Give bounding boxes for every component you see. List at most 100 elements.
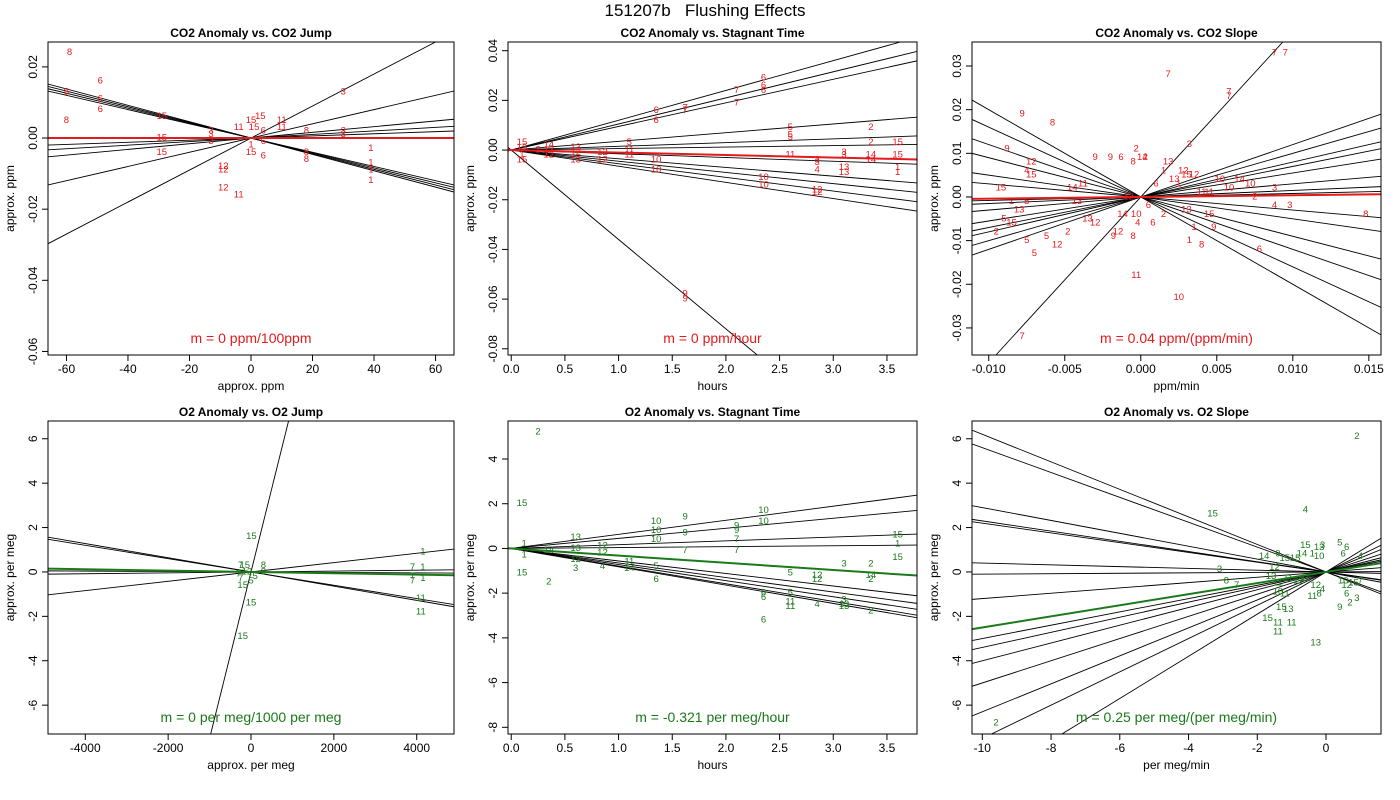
data-point-label: 6 — [761, 614, 766, 625]
data-point-label: 13 — [1082, 213, 1093, 224]
regression-line — [972, 181, 1381, 219]
data-point-label: 9 — [1211, 222, 1216, 233]
data-point-label: 13 — [570, 154, 581, 165]
data-point-label: 1 — [420, 546, 425, 557]
data-point-label: 8 — [304, 125, 309, 136]
y-tick-label: -6 — [950, 699, 964, 710]
data-point-label: 3 — [841, 594, 846, 605]
data-point-label: 2 — [868, 122, 873, 133]
data-point-label: 13 — [1266, 571, 1277, 582]
x-tick-label: 20 — [306, 362, 320, 376]
data-point-label: 5 — [248, 575, 253, 586]
y-tick-label: 0.02 — [26, 55, 40, 79]
y-tick-label: 2 — [950, 524, 964, 531]
data-point-label: 1 — [248, 140, 253, 151]
data-point-label: 5 — [788, 568, 793, 579]
x-tick-label: 40 — [367, 362, 381, 376]
y-tick-label: 4 — [26, 479, 40, 486]
regression-line — [508, 494, 917, 550]
data-point-label: 1 — [1009, 196, 1014, 207]
x-tick-label: 0.0 — [503, 741, 520, 755]
data-point-label: 2 — [994, 226, 999, 237]
data-point-label: 5 — [653, 561, 658, 572]
data-point-label: 5 — [788, 130, 793, 141]
data-point-label: 10 — [1131, 209, 1142, 220]
data-point-label: 10 — [1215, 174, 1226, 185]
data-point-label: 11 — [416, 606, 426, 617]
data-point-label: 10 — [651, 534, 662, 545]
data-point-label: 12 — [812, 574, 823, 585]
x-tick-label: -4 — [1183, 741, 1194, 755]
x-tick-label: -2000 — [153, 741, 184, 755]
regression-line — [972, 138, 1381, 281]
data-point-label: 14 — [866, 570, 877, 581]
data-point-label: 5 — [1032, 248, 1037, 259]
data-point-label: 7 — [682, 102, 687, 113]
y-tick-label: -0.06 — [486, 285, 500, 313]
data-point-label: 5 — [627, 137, 632, 148]
data-point-label: 15 — [157, 147, 168, 158]
data-point-label: 15 — [1276, 602, 1287, 613]
regression-line — [972, 141, 1381, 237]
regression-line — [972, 557, 1381, 664]
regression-line — [508, 509, 917, 550]
data-point-label: 7 — [238, 560, 243, 571]
regression-line — [508, 149, 917, 193]
data-point-label: 4 — [1320, 584, 1325, 595]
regression-line — [972, 119, 1381, 308]
data-point-label: 7 — [682, 105, 687, 116]
data-point-label: 14 — [1117, 209, 1128, 220]
panel-title: O2 Anomaly vs. Stagnant Time — [625, 405, 801, 419]
data-point-label: 6 — [761, 592, 766, 603]
overall-fit-line — [972, 193, 1381, 200]
data-point-label: 9 — [734, 521, 739, 532]
data-point-label: 10 — [1338, 575, 1349, 586]
data-point-label: 12 — [812, 570, 823, 581]
data-point-label: 3 — [1187, 139, 1192, 150]
data-point-label: 15 — [246, 147, 257, 158]
data-point-label: 6 — [1341, 549, 1346, 560]
data-point-label: 8 — [304, 147, 309, 158]
data-point-label: 4 — [815, 599, 820, 610]
data-point-label: 12 — [597, 547, 608, 558]
data-point-label: 2 — [1134, 143, 1139, 154]
data-point-label: 2 — [535, 427, 540, 438]
data-point-label: 9 — [1004, 143, 1009, 154]
x-tick-label: 0.015 — [1354, 362, 1384, 376]
data-point-label: 15 — [517, 568, 528, 579]
regression-line — [210, 421, 289, 734]
data-point-label: 8 — [64, 86, 69, 97]
data-point-label: 11 — [277, 115, 287, 126]
data-point-label: 7 — [1020, 331, 1025, 342]
data-point-label: 13 — [1181, 205, 1192, 216]
data-point-label: 10 — [758, 172, 769, 183]
regression-line — [508, 60, 917, 152]
data-point-label: 15 — [892, 552, 903, 563]
data-point-label: 11 — [785, 597, 795, 608]
y-axis-label: approx. per meg — [463, 534, 477, 621]
data-point-label: 14 — [1137, 152, 1148, 163]
y-tick-label: 2 — [486, 500, 500, 507]
data-point-label: 15 — [246, 531, 257, 542]
data-point-label: 12 — [1310, 580, 1321, 591]
data-point-label: 7 — [410, 575, 415, 586]
data-point-label: 6 — [1153, 178, 1158, 189]
plot-frame — [47, 41, 455, 356]
regression-line — [508, 42, 901, 152]
y-tick-label: -8 — [486, 722, 500, 733]
x-tick-label: 3.0 — [825, 741, 842, 755]
data-point-label: 1 — [368, 165, 373, 176]
data-point-label: 7 — [1165, 69, 1170, 80]
data-point-label: 7 — [238, 573, 243, 584]
data-point-label: 9 — [682, 527, 687, 538]
x-tick-label: 2.5 — [771, 362, 788, 376]
data-point-label: 13 — [839, 601, 850, 612]
data-point-label: 2 — [868, 137, 873, 148]
x-tick-label: 0.5 — [557, 741, 574, 755]
data-point-label: 6 — [261, 125, 266, 136]
data-point-label: 15 — [996, 183, 1007, 194]
slope-annotation: m = 0 per meg/1000 per meg — [161, 709, 342, 725]
y-tick-label: -2 — [950, 611, 964, 622]
data-point-label: 11 — [624, 145, 634, 156]
y-tick-label: -0.06 — [26, 337, 40, 365]
